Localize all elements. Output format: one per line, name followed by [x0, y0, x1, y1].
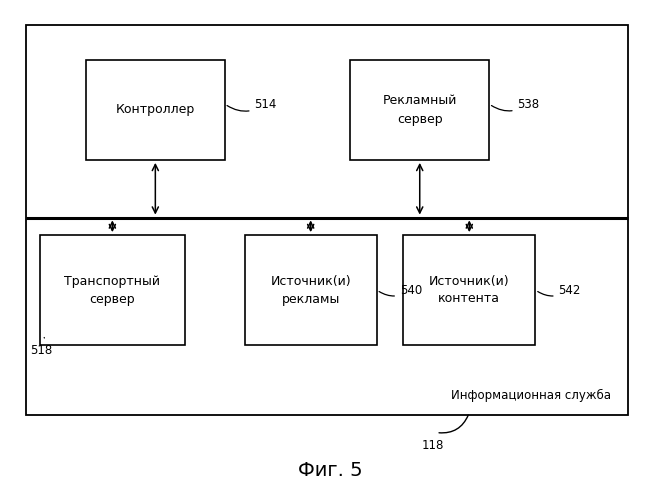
- Text: Транспортный
сервер: Транспортный сервер: [64, 274, 161, 306]
- Text: 540: 540: [379, 284, 422, 296]
- Text: 538: 538: [492, 98, 539, 111]
- Text: Рекламный
сервер: Рекламный сервер: [383, 94, 457, 126]
- Bar: [40, 235, 185, 345]
- Bar: [350, 60, 489, 160]
- Text: Информационная служба: Информационная служба: [451, 390, 611, 402]
- Text: 518: 518: [30, 338, 52, 356]
- Text: 542: 542: [538, 284, 581, 296]
- Text: Фиг. 5: Фиг. 5: [298, 460, 363, 479]
- Bar: [26, 25, 628, 415]
- Bar: [403, 235, 535, 345]
- Bar: [245, 235, 377, 345]
- Text: Контроллер: Контроллер: [116, 104, 195, 117]
- Text: 118: 118: [422, 439, 444, 452]
- Text: Источник(и)
контента: Источник(и) контента: [429, 274, 510, 306]
- Text: Источник(и)
рекламы: Источник(и) рекламы: [270, 274, 351, 306]
- Bar: [86, 60, 225, 160]
- Text: 514: 514: [227, 98, 277, 111]
